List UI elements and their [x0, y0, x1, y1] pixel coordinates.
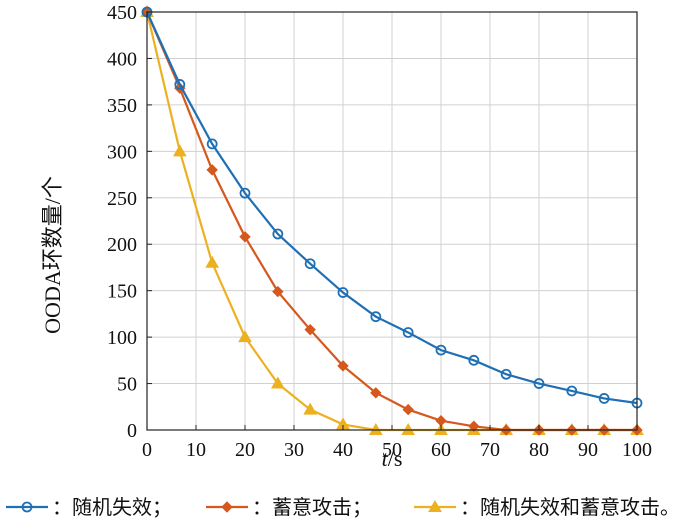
- data-point: [402, 327, 414, 338]
- x-tick-label: 10: [186, 439, 206, 461]
- y-tick-label: 200: [107, 234, 137, 256]
- x-tick-label: 20: [235, 439, 255, 461]
- x-tick-label: 50: [382, 439, 402, 461]
- legend-marker: [428, 499, 442, 512]
- data-point: [270, 376, 285, 389]
- data-point: [566, 385, 578, 397]
- data-point: [172, 144, 187, 157]
- data-point: [401, 422, 416, 435]
- data-point: [239, 187, 251, 199]
- data-point: [368, 422, 383, 435]
- y-tick-label: 50: [117, 374, 137, 396]
- series-line: [145, 11, 638, 405]
- data-point: [304, 258, 316, 270]
- data-point: [435, 415, 447, 427]
- x-tick-label: 70: [480, 439, 500, 461]
- legend-marker: [21, 501, 33, 513]
- data-point: [205, 255, 220, 268]
- data-point: [239, 231, 251, 243]
- x-tick-label: 0: [142, 439, 152, 461]
- x-tick-label: 90: [578, 439, 598, 461]
- data-point: [272, 285, 284, 298]
- y-tick-label: 300: [107, 141, 137, 163]
- data-point: [468, 354, 480, 366]
- y-tick-label: 250: [107, 188, 137, 210]
- y-tick-label: 450: [107, 2, 137, 24]
- x-axis-label-variable: t: [382, 446, 389, 471]
- x-tick-label: 60: [431, 439, 451, 461]
- legend-marker: [221, 501, 233, 513]
- x-tick-label: 80: [529, 439, 549, 461]
- x-axis-label: t/s: [382, 446, 403, 471]
- y-tick-label: 100: [107, 327, 137, 349]
- data-point: [370, 387, 382, 399]
- legend-label: ：随机失效；: [52, 495, 172, 519]
- data-point: [304, 323, 316, 336]
- data-point: [272, 228, 284, 240]
- grid: [146, 11, 638, 431]
- y-tick-label: 150: [107, 281, 137, 303]
- y-tick-label: 0: [127, 420, 137, 442]
- y-tick-label: 350: [107, 95, 137, 117]
- tick-labels: 0 10 20 30 40 50 60 70 80 90 100 0 50 100 150 200 250 300…: [107, 2, 652, 461]
- x-tick-label: 40: [333, 439, 353, 461]
- data-point: [370, 311, 382, 323]
- data-point: [598, 393, 610, 404]
- data-point: [238, 330, 252, 343]
- data-point: [402, 403, 414, 416]
- data-point: [500, 368, 512, 380]
- data-point: [533, 378, 545, 389]
- legend-entry: ：随机失效和蓄意攻击。: [414, 495, 680, 519]
- y-tick-label: 400: [107, 48, 137, 70]
- legend-entry: ：蓄意攻击；: [206, 495, 372, 519]
- legend-entry: ：随机失效；: [6, 495, 172, 519]
- data-point: [468, 420, 480, 432]
- legend: ：随机失效； ：蓄意攻击； ：随机失效和蓄意攻击。: [6, 495, 680, 519]
- data-point: [337, 287, 349, 298]
- y-axis-label: OODA环数量/个: [40, 176, 65, 334]
- legend-label: ：蓄意攻击；: [252, 495, 372, 519]
- legend-label: ：随机失效和蓄意攻击。: [460, 495, 680, 519]
- x-tick-label: 100: [622, 439, 652, 461]
- data-point: [435, 344, 447, 356]
- data-point: [206, 164, 218, 176]
- data-point: [206, 138, 218, 150]
- x-tick-label: 30: [284, 439, 304, 461]
- x-axis-label-unit: /s: [388, 446, 403, 471]
- data-point: [337, 360, 349, 372]
- data-point: [303, 402, 318, 415]
- data-point: [174, 79, 186, 90]
